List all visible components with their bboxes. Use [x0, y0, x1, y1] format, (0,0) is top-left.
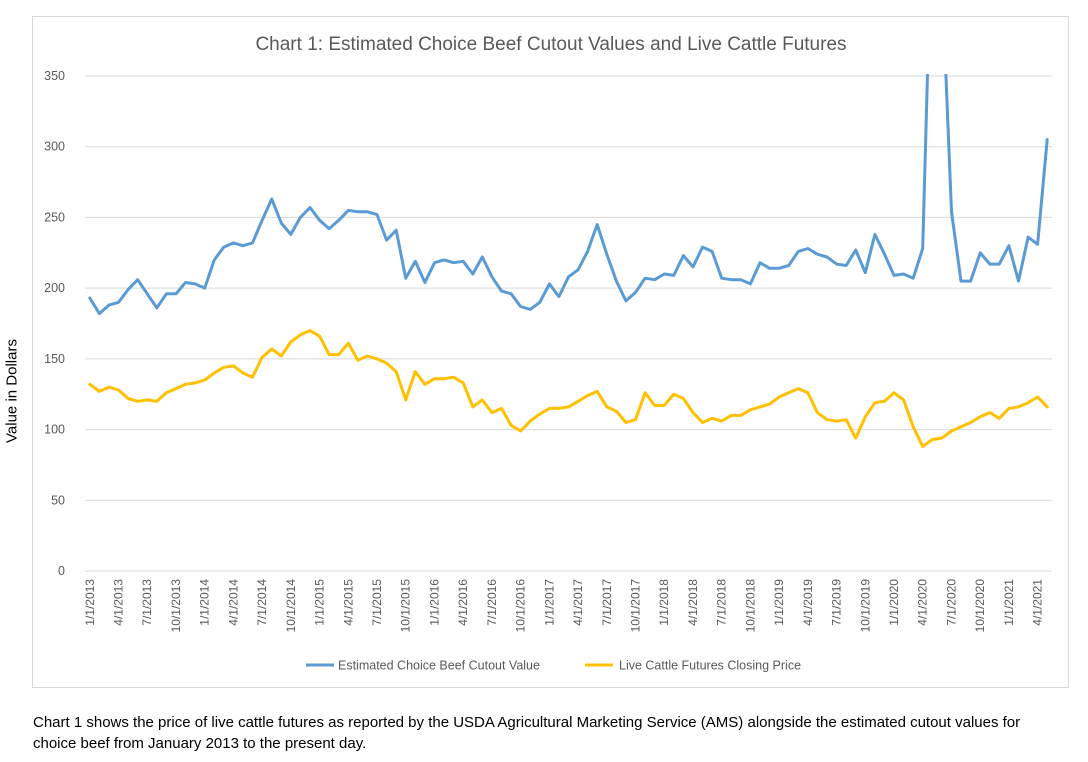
x-tick-label: 10/1/2018 [743, 579, 757, 633]
y-axis-label: Value in Dollars [3, 339, 21, 443]
legend-label-cutout: Estimated Choice Beef Cutout Value [338, 659, 540, 673]
y-tick-label-300: 300 [44, 140, 65, 154]
series-lines [88, 74, 1049, 448]
x-tick-label: 7/1/2016 [485, 579, 499, 626]
x-tick-label: 4/1/2017 [571, 579, 585, 626]
x-tick-label: 1/1/2015 [313, 579, 327, 626]
x-tick-label: 10/1/2020 [973, 579, 987, 633]
x-tick-label: 7/1/2015 [370, 579, 384, 626]
x-tick-label: 4/1/2020 [916, 579, 930, 626]
x-tick-label: 10/1/2017 [629, 579, 643, 633]
y-tick-label-50: 50 [51, 493, 65, 507]
legend-label-futures: Live Cattle Futures Closing Price [619, 659, 801, 673]
x-tick-label: 1/1/2017 [542, 579, 556, 626]
y-tick-label-200: 200 [44, 281, 65, 295]
x-tick-label: 1/1/2020 [887, 579, 901, 626]
x-tick-label: 7/1/2013 [140, 579, 154, 626]
x-tick-label: 4/1/2021 [1031, 579, 1045, 626]
series-line-cutout [88, 74, 1049, 316]
gridlines [85, 75, 1052, 572]
x-tick-label: 7/1/2020 [944, 579, 958, 626]
x-tick-label: 7/1/2014 [255, 579, 269, 626]
x-tick-label: 4/1/2019 [801, 579, 815, 626]
x-tick-label: 4/1/2018 [686, 579, 700, 626]
x-tick-label: 10/1/2015 [399, 579, 413, 633]
x-axis-ticks: 1/1/2013 4/1/2013 7/1/2013 10/1/2013 1/1/201… [83, 579, 1045, 633]
x-tick-label: 7/1/2019 [830, 579, 844, 626]
x-tick-label: 4/1/2014 [226, 579, 240, 626]
x-tick-label: 4/1/2016 [456, 579, 470, 626]
y-tick-label-150: 150 [44, 352, 65, 366]
x-tick-label: 1/1/2016 [427, 579, 441, 626]
series-line-futures [88, 329, 1049, 448]
legend: Estimated Choice Beef Cutout Value Live … [306, 659, 801, 673]
chart-title: Chart 1: Estimated Choice Beef Cutout Va… [255, 34, 846, 55]
x-tick-label: 4/1/2015 [341, 579, 355, 626]
x-tick-label: 1/1/2021 [1002, 579, 1016, 626]
x-tick-label: 10/1/2014 [284, 579, 298, 633]
x-tick-label: 10/1/2016 [514, 579, 528, 633]
x-tick-label: 4/1/2013 [112, 579, 126, 626]
y-tick-label-100: 100 [44, 423, 65, 437]
chart-caption: Chart 1 shows the price of live cattle f… [33, 714, 1021, 752]
y-tick-label-0: 0 [58, 564, 65, 578]
y-axis-label-wrap: Value in Dollars [0, 0, 24, 762]
chart-frame: Chart 1: Estimated Choice Beef Cutout Va… [32, 16, 1069, 688]
x-tick-label: 1/1/2018 [657, 579, 671, 626]
x-tick-label: 1/1/2019 [772, 579, 786, 626]
y-tick-label-250: 250 [44, 210, 65, 224]
x-tick-label: 7/1/2017 [600, 579, 614, 626]
x-tick-label: 10/1/2019 [858, 579, 872, 633]
x-tick-label: 1/1/2013 [83, 579, 97, 626]
y-axis-ticks: 0 50 100 150 200 250 300 350 [44, 69, 65, 578]
x-tick-label: 7/1/2018 [715, 579, 729, 626]
x-tick-label: 10/1/2013 [169, 579, 183, 633]
y-tick-label-350: 350 [44, 69, 65, 83]
x-tick-label: 1/1/2014 [198, 579, 212, 626]
line-chart: Chart 1: Estimated Choice Beef Cutout Va… [44, 34, 1052, 673]
